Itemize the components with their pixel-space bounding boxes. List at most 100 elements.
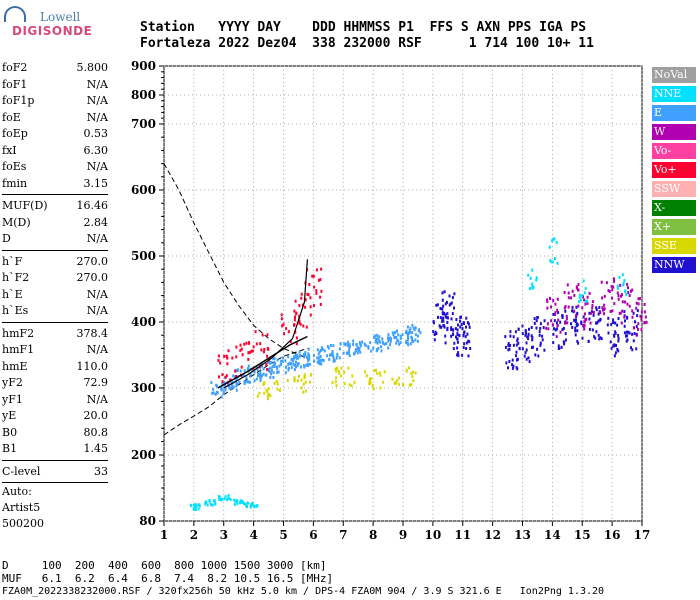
echo-mark-nnw bbox=[612, 344, 615, 348]
echo-mark-nne bbox=[616, 286, 619, 290]
echo-mark-nnw bbox=[528, 327, 530, 331]
echo-mark-sse bbox=[379, 386, 382, 390]
echo-mark-nne bbox=[555, 240, 558, 244]
echo-mark-w bbox=[611, 296, 613, 300]
echo-mark-vo bbox=[319, 295, 322, 299]
echo-mark-vo bbox=[294, 330, 297, 334]
echo-mark-e bbox=[376, 337, 379, 341]
echo-mark-vo bbox=[221, 373, 224, 377]
echo-mark-nnw bbox=[433, 333, 436, 336]
echo-mark-e bbox=[411, 338, 413, 341]
echo-mark-w bbox=[621, 293, 623, 297]
echo-mark-e bbox=[355, 342, 358, 346]
echo-mark-nnw bbox=[515, 343, 518, 347]
echo-mark-e bbox=[318, 356, 321, 360]
echo-mark-vo bbox=[219, 361, 222, 365]
param-name: fmin bbox=[2, 176, 28, 190]
echo-mark-nnw bbox=[440, 325, 443, 329]
echo-mark-nne bbox=[243, 502, 246, 506]
echo-mark-e bbox=[299, 365, 302, 369]
echo-mark-e bbox=[377, 347, 380, 350]
echo-mark-nnw bbox=[617, 339, 620, 343]
echo-mark-sse bbox=[293, 379, 296, 383]
echo-mark-sse bbox=[382, 380, 384, 384]
param-value: N/A bbox=[86, 343, 108, 356]
echo-mark-w bbox=[546, 306, 549, 310]
echo-mark-w bbox=[631, 315, 634, 319]
echo-mark-w bbox=[564, 321, 566, 325]
echo-mark-w bbox=[637, 327, 639, 331]
param-name: D bbox=[2, 232, 11, 245]
echo-mark-nnw bbox=[515, 354, 518, 358]
echo-mark-vo bbox=[283, 332, 286, 336]
echo-mark-nnw bbox=[462, 346, 465, 350]
y-tick-label: 500 bbox=[131, 249, 156, 263]
logo-digisonde: DIGISONDE bbox=[12, 24, 93, 38]
param-value: 16.46 bbox=[76, 199, 109, 212]
echo-mark-sse bbox=[365, 374, 368, 378]
echo-mark-nnw bbox=[559, 320, 562, 324]
echo-mark-e bbox=[211, 391, 214, 395]
echo-mark-nnw bbox=[454, 327, 457, 331]
echo-mark-nne bbox=[245, 504, 248, 508]
echo-mark-e bbox=[333, 359, 336, 363]
echo-mark-sse bbox=[335, 369, 338, 373]
echo-mark-e bbox=[387, 336, 389, 340]
echo-mark-nnw bbox=[593, 335, 596, 339]
param-separator bbox=[2, 459, 108, 461]
echo-mark-e bbox=[257, 372, 259, 376]
echo-mark-nnw bbox=[449, 302, 452, 306]
echo-mark-e bbox=[392, 332, 395, 336]
echo-mark-vo bbox=[307, 293, 310, 297]
echo-mark-e bbox=[374, 334, 377, 338]
echo-mark-nnw bbox=[617, 317, 620, 320]
auto-label: Auto: bbox=[2, 485, 32, 498]
echo-mark-e bbox=[323, 349, 326, 353]
echo-mark-nne bbox=[553, 257, 556, 260]
echo-mark-nnw bbox=[594, 336, 597, 340]
echo-mark-w bbox=[556, 297, 559, 301]
echo-mark-nnw bbox=[617, 337, 620, 340]
echo-mark-e bbox=[270, 361, 273, 365]
echo-mark-nne bbox=[625, 293, 628, 297]
echo-mark-e bbox=[336, 352, 339, 356]
echo-mark-nnw bbox=[458, 334, 461, 337]
echo-mark-nnw bbox=[456, 332, 459, 336]
echo-mark-w bbox=[581, 306, 584, 310]
echo-mark-vo bbox=[319, 303, 322, 306]
echo-mark-w bbox=[585, 317, 588, 321]
echo-mark-nnw bbox=[555, 327, 558, 331]
echo-mark-w bbox=[577, 283, 580, 287]
echo-mark-nne bbox=[212, 499, 215, 503]
echo-mark-nnw bbox=[461, 353, 464, 357]
param-value: N/A bbox=[86, 287, 108, 301]
echo-mark-nnw bbox=[456, 346, 459, 350]
echo-mark-nnw bbox=[466, 332, 469, 336]
echo-mark-vo bbox=[308, 283, 311, 286]
echo-mark-w bbox=[603, 312, 605, 316]
echo-mark-w bbox=[624, 300, 626, 304]
echo-mark-nnw bbox=[636, 309, 639, 313]
echo-mark-nnw bbox=[452, 347, 455, 351]
echo-mark-sse bbox=[396, 379, 399, 383]
echo-mark-vo bbox=[243, 342, 246, 346]
echo-mark-vo bbox=[309, 313, 312, 317]
echo-mark-vo bbox=[315, 289, 318, 293]
echo-mark-sse bbox=[276, 382, 279, 386]
echo-mark-w bbox=[603, 303, 606, 307]
echo-mark-sse bbox=[407, 366, 410, 370]
echo-mark-sse bbox=[338, 371, 341, 375]
echo-mark-e bbox=[279, 363, 282, 366]
x-tick-label: 8 bbox=[369, 528, 377, 542]
echo-mark-nnw bbox=[552, 312, 555, 316]
echo-mark-nnw bbox=[442, 304, 445, 308]
echo-mark-e bbox=[276, 365, 278, 369]
echo-mark-nne bbox=[582, 279, 585, 283]
echo-mark-nnw bbox=[527, 356, 530, 360]
echo-mark-nne bbox=[234, 499, 237, 503]
param-row: fmin 3.15 bbox=[2, 176, 108, 192]
echo-mark-e bbox=[272, 376, 275, 379]
echo-mark-e bbox=[273, 365, 276, 368]
echo-mark-nnw bbox=[437, 315, 439, 319]
echo-mark-nnw bbox=[631, 332, 634, 336]
